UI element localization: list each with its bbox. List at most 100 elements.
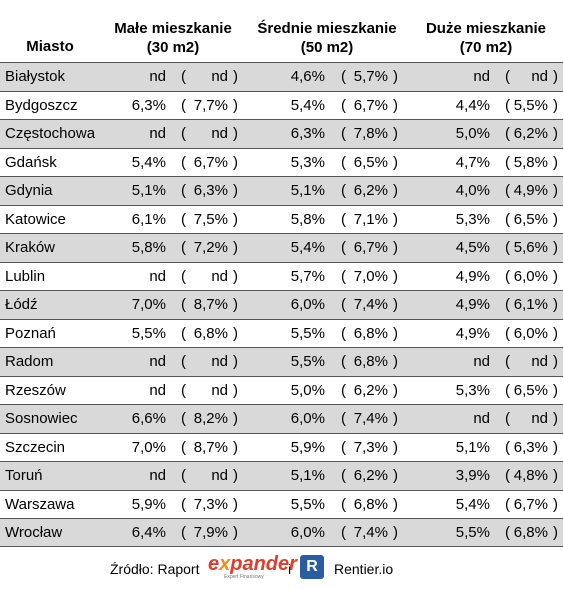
value-cell: 6,6% [131, 410, 166, 427]
value-cell: 5,5% [290, 495, 325, 513]
table-row: Warszawa 5,9% (7,3%) 5,5% (6,8%) 5,4% (6,7%) [0, 489, 563, 518]
bracket: ( [505, 182, 510, 199]
city-cell: Bydgoszcz [5, 96, 78, 114]
bracket: ) [553, 438, 558, 456]
value-cell: 6,8% [353, 353, 388, 370]
header-cell: (30 m2) [146, 39, 200, 56]
bracket: ) [233, 68, 238, 85]
city-cell: Częstochowa [5, 125, 96, 142]
bracket: ( [181, 296, 186, 313]
value-cell: 6,7% [513, 495, 548, 513]
value-cell: 5,7% [290, 267, 325, 285]
city-cell: Toruń [5, 467, 43, 484]
value-cell: nd [149, 467, 166, 484]
value-cell: 6,2% [513, 125, 548, 142]
bracket: ) [393, 324, 398, 342]
value-cell: 5,5% [290, 324, 325, 342]
table-row: Bydgoszcz 6,3% (7,7%) 5,4% (6,7%) 4,4% (5,5%) [0, 90, 563, 119]
bracket: ( [181, 381, 186, 399]
value-cell: 7,5% [193, 210, 228, 228]
bracket: ( [341, 381, 346, 399]
bracket: ( [505, 267, 510, 285]
value-cell: nd [149, 353, 166, 370]
value-cell: 6,8% [353, 324, 388, 342]
bracket: ) [553, 125, 558, 142]
value-cell: nd [149, 381, 166, 399]
city-cell: Sosnowiec [5, 410, 78, 427]
bracket: ( [505, 353, 510, 370]
partner-name: Rentier.io [334, 561, 394, 577]
bracket: ) [233, 495, 238, 513]
bracket: ) [553, 410, 558, 427]
city-cell: Radom [5, 353, 54, 370]
table-row: Katowice 6,1% (7,5%) 5,8% (7,1%) 5,3% (6,5%) [0, 204, 563, 233]
value-cell: nd [149, 125, 166, 142]
bracket: ( [505, 153, 510, 171]
bracket: ) [233, 324, 238, 342]
value-cell: nd [531, 68, 548, 85]
bracket: ( [505, 68, 510, 85]
bracket: ( [181, 153, 186, 171]
city-cell: Rzeszów [5, 381, 66, 399]
header-cell: Średnie mieszkanie [257, 20, 397, 37]
brand-subtitle: Expert Finansowy [224, 574, 264, 580]
bracket: ( [505, 467, 510, 484]
value-cell: 4,9% [455, 267, 490, 285]
brand-e: e [208, 553, 220, 575]
value-cell: 5,3% [290, 153, 325, 171]
value-cell: 7,4% [353, 296, 388, 313]
bracket: ( [341, 438, 346, 456]
value-cell: 4,4% [455, 96, 490, 114]
value-cell: 6,4% [131, 524, 166, 541]
bracket: ) [233, 524, 238, 541]
bracket: ( [341, 125, 346, 142]
value-cell: 7,4% [353, 524, 388, 541]
bracket: ( [341, 467, 346, 484]
city-cell: Katowice [5, 210, 66, 228]
bracket: ) [553, 68, 558, 85]
brand-logo: expander [208, 553, 297, 575]
value-cell: 5,5% [455, 524, 490, 541]
value-cell: 5,1% [290, 182, 325, 199]
value-cell: 6,5% [353, 153, 388, 171]
value-cell: nd [149, 267, 166, 285]
bracket: ( [181, 495, 186, 513]
value-cell: 6,7% [353, 239, 388, 256]
value-cell: 5,9% [290, 438, 325, 456]
bracket: ) [553, 296, 558, 313]
bracket: ) [393, 96, 398, 114]
bracket: ( [505, 438, 510, 456]
value-cell: 6,3% [513, 438, 548, 456]
bracket: ( [181, 125, 186, 142]
value-cell: 6,8% [353, 495, 388, 513]
bracket: ) [233, 410, 238, 427]
value-cell: 5,1% [290, 467, 325, 484]
value-cell: nd [211, 68, 228, 85]
bracket: ) [553, 210, 558, 228]
table-row: Lublin nd (nd) 5,7% (7,0%) 4,9% (6,0%) [0, 261, 563, 290]
value-cell: 4,6% [290, 68, 325, 85]
value-cell: 4,7% [455, 153, 490, 171]
bracket: ) [233, 381, 238, 399]
table-row: Rzeszów nd (nd) 5,0% (6,2%) 5,3% (6,5%) [0, 375, 563, 404]
bracket: ) [393, 381, 398, 399]
value-cell: nd [149, 68, 166, 85]
bracket: ) [553, 495, 558, 513]
bracket: ( [341, 96, 346, 114]
value-cell: 6,0% [290, 296, 325, 313]
bracket: ) [393, 467, 398, 484]
bracket: ( [341, 410, 346, 427]
table-row: Gdańsk 5,4% (6,7%) 5,3% (6,5%) 4,7% (5,8%) [0, 147, 563, 176]
value-cell: 5,7% [353, 68, 388, 85]
value-cell: 7,0% [353, 267, 388, 285]
value-cell: 6,0% [290, 410, 325, 427]
table-row: Poznań 5,5% (6,8%) 5,5% (6,8%) 4,9% (6,0%) [0, 318, 563, 347]
table-row: Częstochowa nd (nd) 6,3% (7,8%) 5,0% (6,2%) [0, 119, 563, 148]
bracket: ( [505, 296, 510, 313]
bracket: ) [393, 410, 398, 427]
value-cell: 6,2% [353, 381, 388, 399]
header-cell: (70 m2) [459, 39, 513, 56]
brand-x: x [219, 553, 231, 575]
table-row: Białystok nd (nd) 4,6% (5,7%) nd (nd) [0, 62, 563, 91]
bracket: ) [553, 353, 558, 370]
